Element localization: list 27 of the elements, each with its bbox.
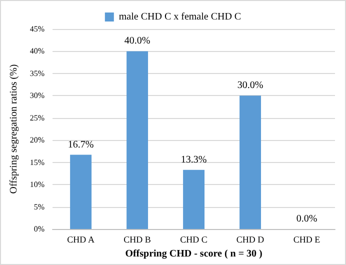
bar [126,51,148,229]
y-tick-label: 25% [30,113,45,122]
bar [240,96,261,229]
legend-label: male CHD C x female CHD C [118,12,242,22]
bar [70,154,92,229]
y-tick-label: 30% [30,91,45,100]
x-axis-title: Offspring CHD - score ( n = 30 ) [125,248,262,260]
x-tick-label: CHD A [67,234,95,244]
y-tick-label: 40% [30,46,45,56]
data-label: 30.0% [237,80,264,92]
y-tick-label: 20% [30,136,45,145]
y-tick-label: 35% [30,68,45,78]
data-label: 13.3% [180,154,207,166]
bar [183,170,205,229]
y-tick-label: 10% [30,180,45,190]
y-axis-title: Offspring segregation ratios (%) [8,64,20,194]
data-label: 16.7% [68,139,94,150]
x-tick-label: CHD E [293,234,321,244]
x-tick-label: CHD D [236,234,265,244]
y-tick-label: 5% [34,202,45,212]
y-tick-label: 0% [34,224,45,234]
y-tick-label: 45% [30,24,45,34]
data-label: 0.0% [296,214,318,224]
y-tick-label: 15% [30,158,45,167]
x-tick-label: CHD B [124,234,151,244]
x-tick-label: CHD C [180,234,208,244]
data-label: 40.0% [124,36,150,47]
